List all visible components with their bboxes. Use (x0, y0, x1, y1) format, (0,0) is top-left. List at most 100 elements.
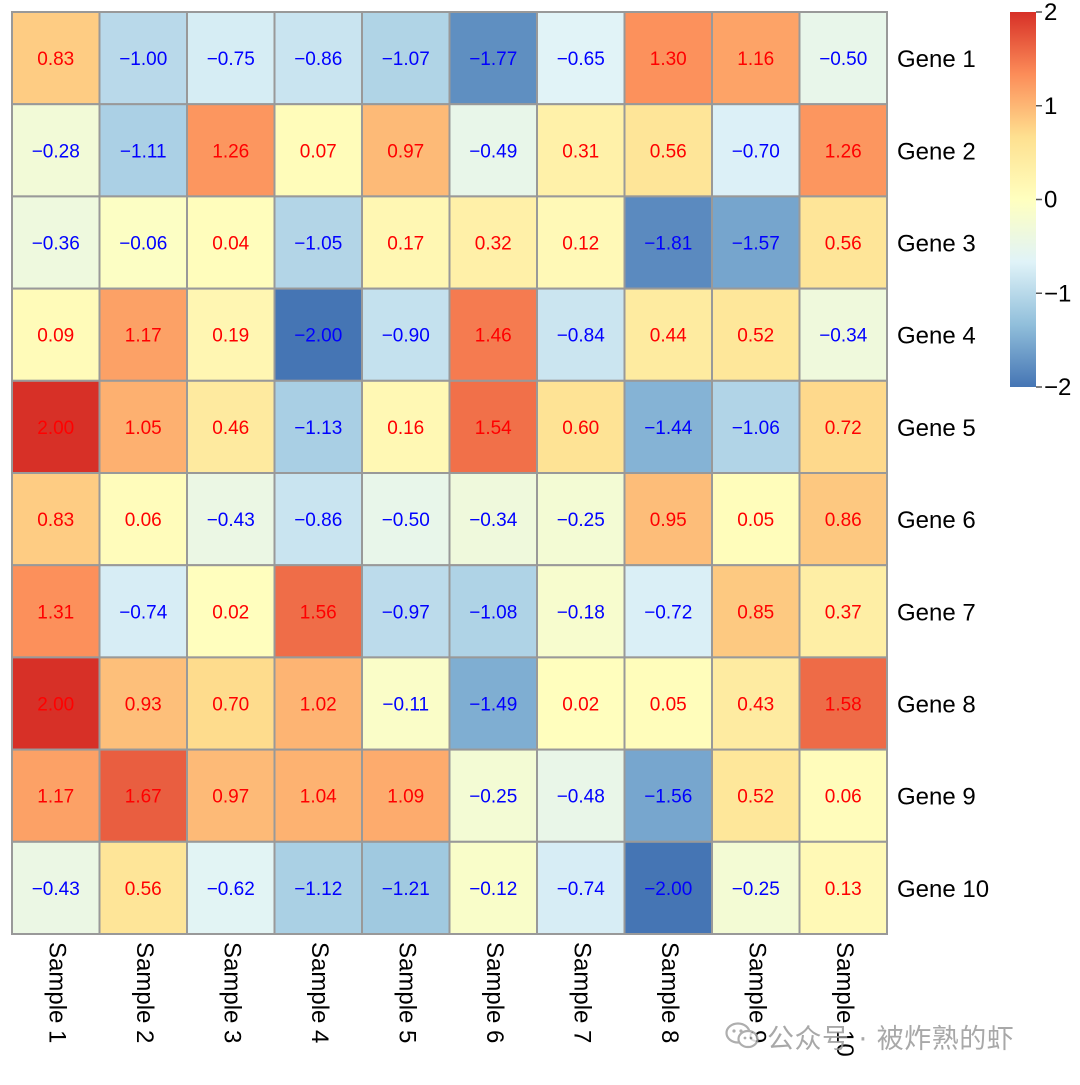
heatmap-cell (711, 748, 801, 843)
heatmap-cell (711, 840, 801, 935)
heatmap-cell (186, 840, 276, 935)
row-label: Gene 4 (897, 323, 976, 350)
heatmap-cell (623, 11, 713, 106)
cell-value-label: −0.25 (557, 510, 605, 531)
column-label: Sample 10 (831, 942, 858, 1057)
cell-value-label: −0.65 (557, 49, 605, 70)
cell-value-label: 1.30 (650, 49, 687, 70)
heatmap-cell (448, 472, 538, 567)
cell-value-label: −0.90 (382, 326, 430, 347)
cell-value-label: 0.56 (650, 141, 687, 162)
column-label: Sample 3 (218, 942, 245, 1043)
heatmap-cell (98, 379, 188, 474)
heatmap-cell (798, 379, 888, 474)
cell-value-label: −0.72 (644, 602, 692, 623)
cell-value-label: −1.57 (732, 234, 780, 255)
cell-value-label: 1.26 (825, 141, 862, 162)
column-label: Sample 2 (131, 942, 158, 1043)
heatmap-cell (186, 379, 276, 474)
row-label: Gene 6 (897, 507, 976, 534)
legend-tick-label: 1 (1044, 93, 1057, 120)
heatmap-cell (11, 11, 101, 106)
heatmap-cell (186, 472, 276, 567)
watermark: 公众号 · 被炸熟的虾 (725, 1014, 1014, 1058)
wechat-icon (725, 1021, 759, 1051)
heatmap-cell (11, 564, 101, 659)
row-labels: Gene 1 Gene 2 Gene 3 Gene 4 Gene 5 Gene 6 Gene… (897, 46, 989, 903)
cell-value-label: −0.25 (469, 787, 517, 808)
cell-value-label: −1.81 (644, 234, 692, 255)
cell-value-label: −0.70 (732, 141, 780, 162)
legend-tick-label: −2 (1044, 374, 1071, 401)
cell-value-label: 1.09 (387, 787, 424, 808)
cell-value-label: −0.11 (382, 695, 429, 716)
cell-value-label: 1.56 (300, 602, 337, 623)
heatmap-cell (448, 379, 538, 474)
cell-value-label: −1.49 (469, 695, 517, 716)
heatmap-cell (536, 748, 626, 843)
cell-value-label: 0.93 (125, 695, 162, 716)
cell-value-label: 0.97 (212, 787, 249, 808)
cell-value-label: 0.06 (125, 510, 162, 531)
cell-value-label: −0.34 (819, 326, 868, 347)
cell-value-label: 0.13 (825, 879, 862, 900)
cell-value-label: −0.12 (469, 879, 517, 900)
heatmap-cell (711, 564, 801, 659)
heatmap-cell (448, 656, 538, 751)
heatmap-cell (623, 195, 713, 290)
heatmap-cell (273, 656, 363, 751)
watermark-text: 公众号 · 被炸熟的虾 (767, 1023, 1015, 1055)
cell-value-label: 1.31 (37, 602, 74, 623)
cell-value-label: 0.37 (825, 602, 862, 623)
heatmap-cell (623, 748, 713, 843)
heatmap-cell (448, 564, 538, 659)
cell-value-label: 0.05 (650, 695, 687, 716)
cell-value-label: 0.32 (475, 234, 512, 255)
cell-value-label: −1.07 (382, 49, 430, 70)
cell-value-label: −1.77 (469, 49, 517, 70)
cell-value-label: −0.86 (294, 49, 342, 70)
cell-value-label: −0.86 (294, 510, 342, 531)
heatmap-cell (361, 840, 451, 935)
cell-value-label: 1.17 (37, 787, 74, 808)
row-label: Gene 3 (897, 231, 976, 258)
cell-value-label: −0.25 (732, 879, 780, 900)
cell-value-label: 0.70 (212, 695, 249, 716)
cell-value-label: 1.04 (300, 787, 337, 808)
column-label: Sample 1 (43, 942, 70, 1043)
cell-value-label: 0.86 (825, 510, 862, 531)
heatmap-value-labels: 0.83 −1.00 −0.75 −0.86 −1.07 −1.77 −0.65 1.30 1.… (32, 49, 868, 900)
color-legend: 2 1 0 −1 −2 (1010, 0, 1071, 401)
cell-value-label: −1.12 (294, 879, 342, 900)
cell-value-label: 0.56 (125, 879, 162, 900)
heatmap-cell (273, 564, 363, 659)
heatmap-cell (361, 379, 451, 474)
legend-tick-label: −1 (1044, 280, 1071, 307)
heatmap-cell (361, 748, 451, 843)
column-label: Sample 6 (481, 942, 508, 1043)
heatmap-cell (98, 748, 188, 843)
column-label: Sample 8 (656, 942, 683, 1043)
cell-value-label: 0.04 (212, 234, 249, 255)
cell-value-label: 0.31 (562, 141, 599, 162)
cell-value-label: −1.06 (732, 418, 780, 439)
heatmap-cell (798, 840, 888, 935)
heatmap-cell (798, 11, 888, 106)
cell-value-label: 0.12 (562, 234, 599, 255)
row-label: Gene 9 (897, 784, 976, 811)
heatmap-cell (98, 103, 188, 198)
cell-value-label: 1.26 (212, 141, 249, 162)
column-labels: Sample 1 Sample 2 Sample 3 Sample 4 Sample 5… (43, 942, 858, 1057)
cell-value-label: −1.56 (644, 787, 692, 808)
cell-value-label: 0.95 (650, 510, 687, 531)
heatmap-cell (186, 748, 276, 843)
heatmap-cell (711, 472, 801, 567)
heatmap-cell (798, 748, 888, 843)
cell-value-label: 1.05 (125, 418, 162, 439)
cell-value-label: 0.19 (212, 326, 249, 347)
heatmap-cell (798, 564, 888, 659)
cell-value-label: 1.54 (475, 418, 512, 439)
cell-value-label: 0.83 (37, 510, 74, 531)
heatmap-cells (11, 11, 888, 935)
cell-value-label: −0.49 (469, 141, 517, 162)
